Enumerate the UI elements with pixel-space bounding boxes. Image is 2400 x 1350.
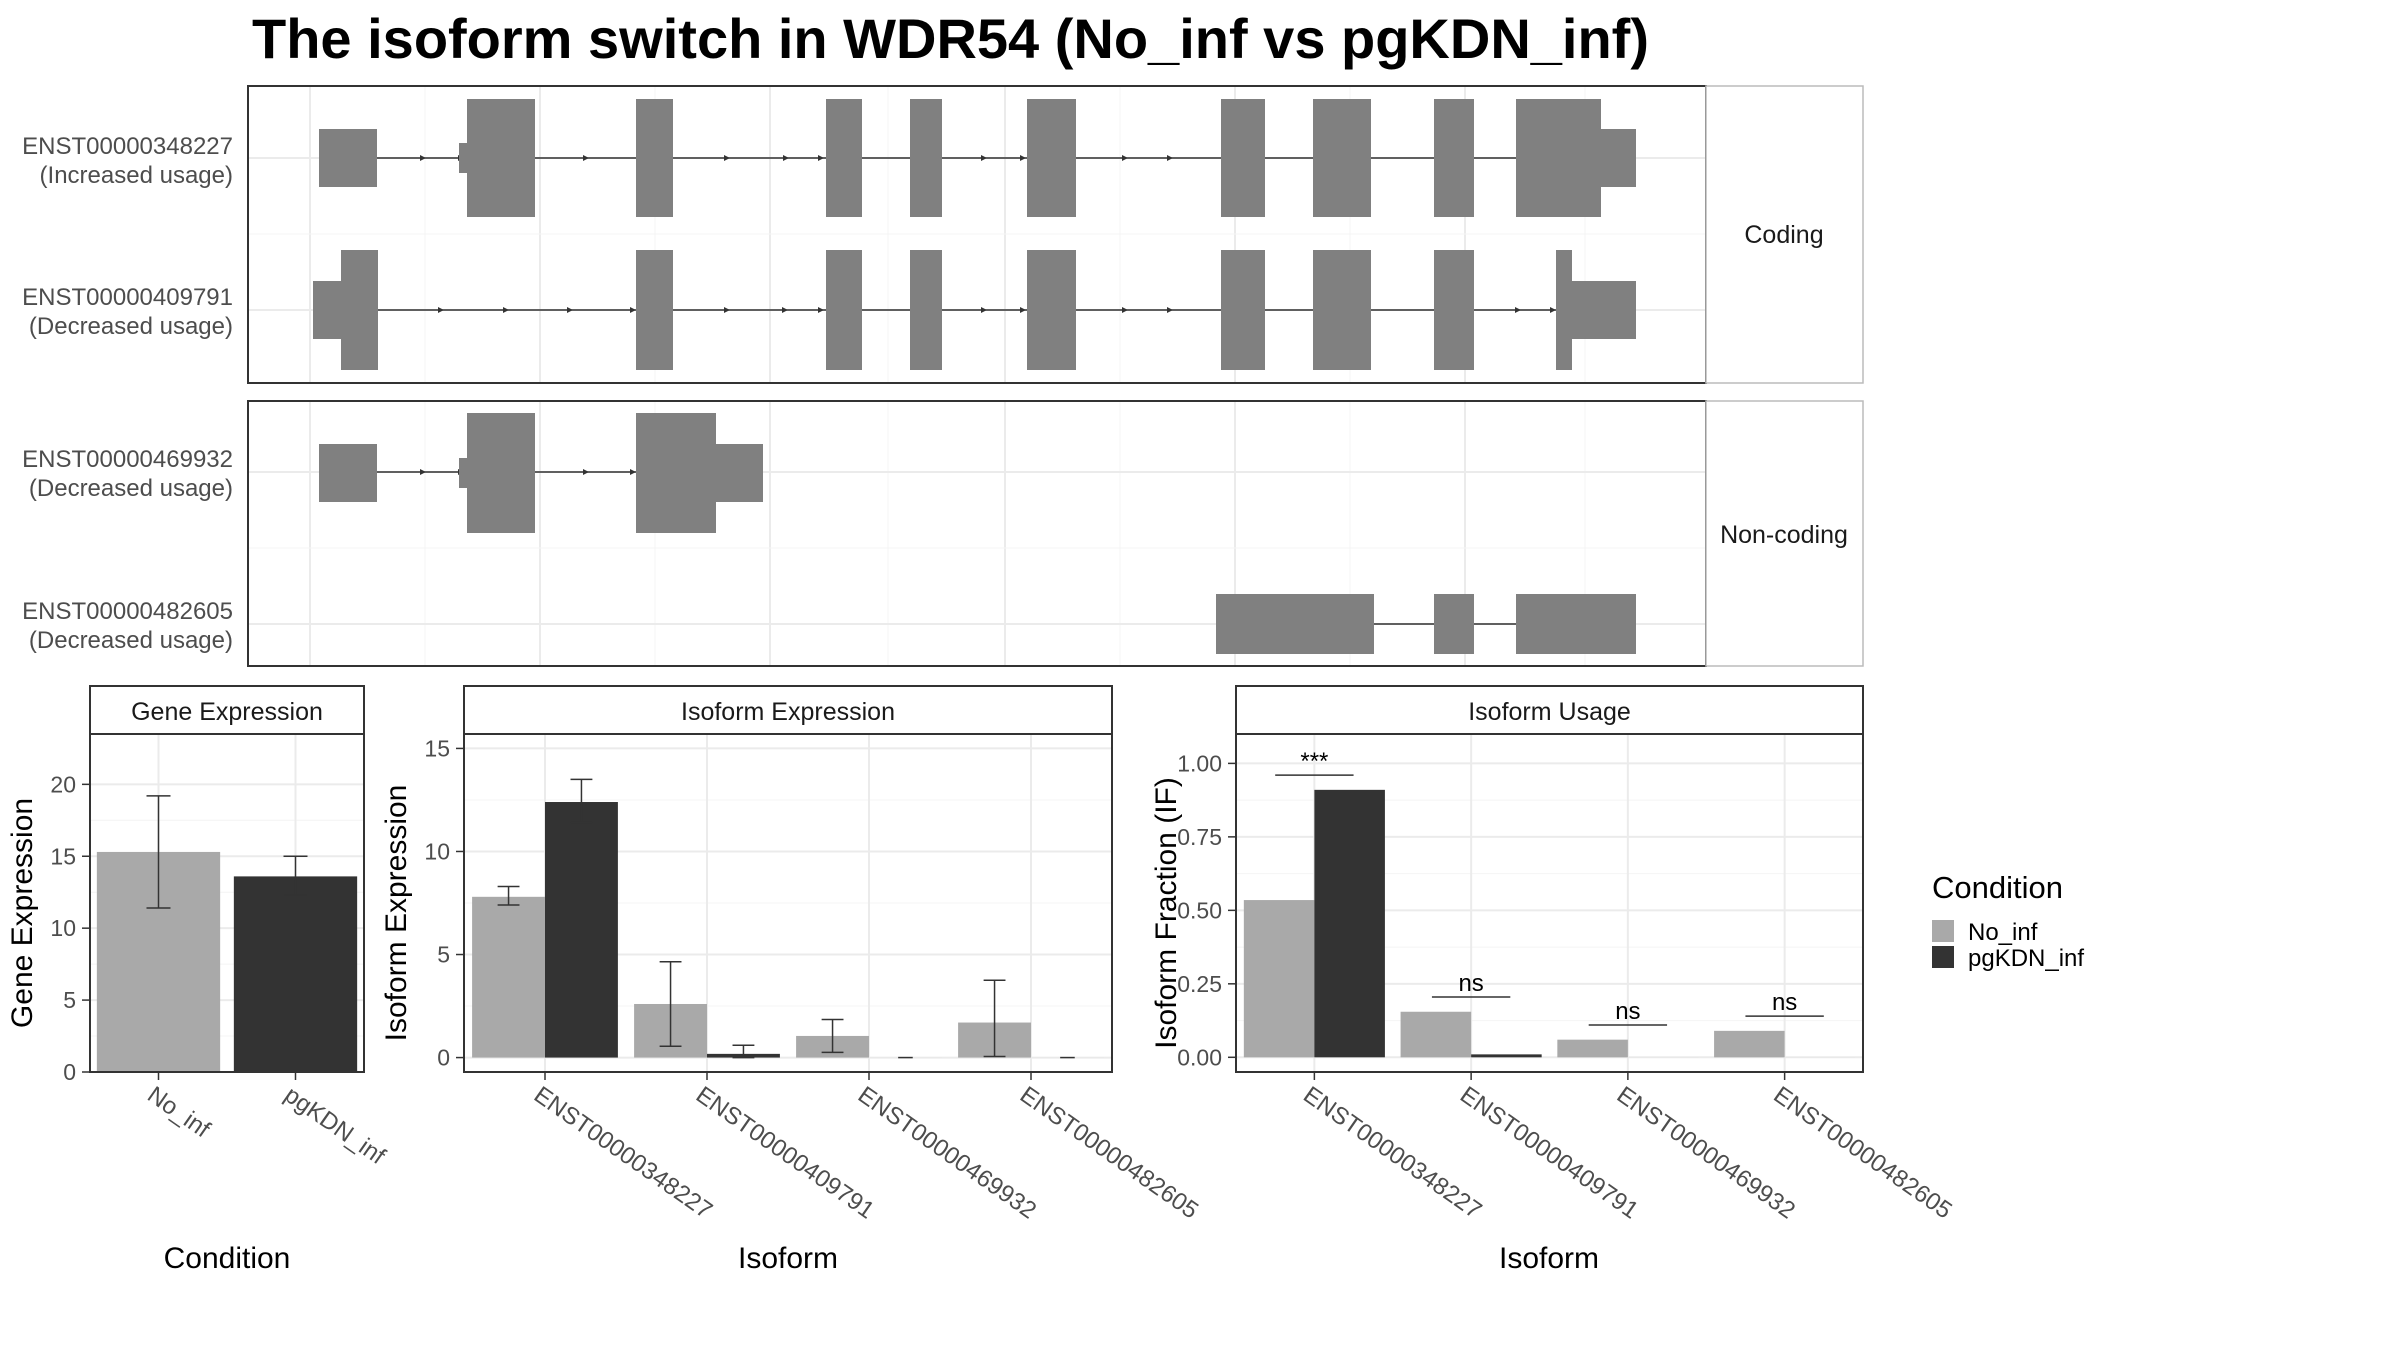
transcript-id-label: ENST00000482605: [22, 598, 233, 625]
bar-pgkdn-inf: [1471, 1054, 1542, 1058]
x-tick-label: No_inf: [142, 1081, 215, 1143]
bar-no-inf: [1714, 1030, 1785, 1058]
bar-no-inf: [472, 896, 545, 1058]
facet-strip-title: Isoform Usage: [1468, 698, 1631, 726]
intron-arrows: [438, 307, 1556, 313]
error-bar: [821, 1018, 844, 1054]
y-tick-label: 0: [63, 1059, 76, 1085]
transcript-usage-label: (Decreased usage): [29, 475, 233, 502]
bar-pgkdn-inf: [545, 802, 618, 1058]
y-tick-label: 15: [424, 735, 450, 761]
error-bar: [283, 855, 308, 896]
error-bar: [497, 885, 520, 906]
x-tick-label: ENST00000348227: [529, 1081, 717, 1224]
exons: [319, 99, 1636, 217]
facet-strip: [463, 685, 1113, 735]
y-tick-label: 10: [424, 838, 450, 864]
y-tick-label: 0.50: [1177, 897, 1222, 923]
coding-strip: [1705, 85, 1864, 384]
error-bar: [659, 960, 682, 1047]
facet-strip-title: Isoform Expression: [681, 698, 895, 726]
y-tick-label: 0: [437, 1045, 450, 1071]
facet-strip: [1235, 685, 1864, 735]
y-tick-label: 10: [50, 915, 76, 941]
bar-pgkdn-inf: [1314, 789, 1385, 1058]
isoform-expression-chart: Isoform Expression051015ENST00000348227E…: [380, 685, 1203, 1275]
y-tick-label: 5: [63, 987, 76, 1013]
isoform-usage-chart: *** ns ns ns Isoform Usage 0.00 0.25 0.50 0.75 1.…: [1150, 685, 1957, 1275]
transcript-structure-enst00000469932: [319, 413, 763, 533]
y-tick-label: 0.75: [1177, 824, 1222, 850]
legend-swatch-pgkdn-inf: [1932, 946, 1954, 968]
transcript-usage-label: (Decreased usage): [29, 313, 233, 340]
facet-strip-title: Gene Expression: [131, 698, 323, 726]
y-tick-label: 0.00: [1177, 1044, 1222, 1070]
significance-label: ns: [1458, 970, 1483, 997]
transcript-usage-label: (Increased usage): [40, 162, 233, 189]
transcript-structure-enst00000409791: [313, 250, 1636, 370]
transcript-structure-enst00000348227: [319, 99, 1636, 217]
legend: Condition No_inf pgKDN_inf: [1932, 870, 2084, 972]
y-axis-title: Isoform Fraction (IF): [1150, 777, 1183, 1049]
error-bar: [732, 1044, 755, 1059]
x-tick-label: ENST00000482605: [1015, 1081, 1203, 1224]
y-tick-label: 5: [437, 942, 450, 968]
transcript-structure-enst00000482605: [1216, 594, 1636, 654]
y-axis-title: Isoform Expression: [380, 785, 413, 1042]
transcript-usage-label: (Decreased usage): [29, 627, 233, 654]
legend-label-no-inf: No_inf: [1968, 919, 2038, 946]
transcript-id-label: ENST00000409791: [22, 284, 233, 311]
noncoding-strip: [1705, 400, 1864, 667]
structure-panel-noncoding: Non-coding: [247, 400, 1864, 667]
y-tick-label: 20: [50, 771, 76, 797]
exons: [313, 250, 1636, 370]
error-bar: [570, 778, 593, 824]
legend-swatch-no-inf: [1932, 920, 1954, 942]
bar-no-inf: [1243, 900, 1315, 1058]
noncoding-strip-label: Non-coding: [1720, 521, 1848, 549]
x-tick-label: ENST00000469932: [853, 1081, 1041, 1224]
transcript-id-label: ENST00000469932: [22, 446, 233, 473]
error-bar: [146, 795, 171, 909]
legend-title: Condition: [1932, 870, 2063, 905]
exons: [319, 413, 763, 533]
transcript-id-label: ENST00000348227: [22, 133, 233, 160]
significance-label: ns: [1772, 989, 1797, 1016]
legend-label-pgkdn-inf: pgKDN_inf: [1968, 945, 2084, 972]
coding-strip-label: Coding: [1744, 221, 1823, 249]
bar-no-inf: [1400, 1011, 1472, 1058]
y-axis-title: Gene Expression: [6, 798, 39, 1028]
y-tick-label: 15: [50, 843, 76, 869]
bar-pgkdn-inf: [233, 876, 358, 1072]
y-tick-label: 1.00: [1177, 750, 1222, 776]
x-tick-label: pgKDN_inf: [279, 1081, 390, 1170]
bar-no-inf: [1557, 1039, 1628, 1058]
transcript-labels: ENST00000348227 (Increased usage) ENST00…: [22, 133, 233, 654]
significance-label: ***: [1300, 748, 1328, 775]
gene-expression-chart: Gene Expression 0 5 10 15 20 No_inf pgKDN_inf Co…: [6, 685, 390, 1275]
error-bar: [983, 979, 1006, 1058]
structure-panel-coding: Coding: [247, 85, 1864, 384]
facet-strip: [89, 685, 365, 735]
x-axis-title: Isoform: [1499, 1242, 1599, 1275]
figure-title: The isoform switch in WDR54 (No_inf vs p…: [252, 7, 1649, 70]
y-tick-label: 0.25: [1177, 971, 1222, 997]
noncoding-panel-background: [248, 401, 1706, 666]
significance-label: ns: [1615, 998, 1640, 1025]
x-axis-title: Isoform: [738, 1242, 838, 1275]
x-tick-label: ENST00000409791: [691, 1081, 879, 1224]
x-axis-title: Condition: [164, 1242, 291, 1275]
exons: [1216, 594, 1636, 654]
